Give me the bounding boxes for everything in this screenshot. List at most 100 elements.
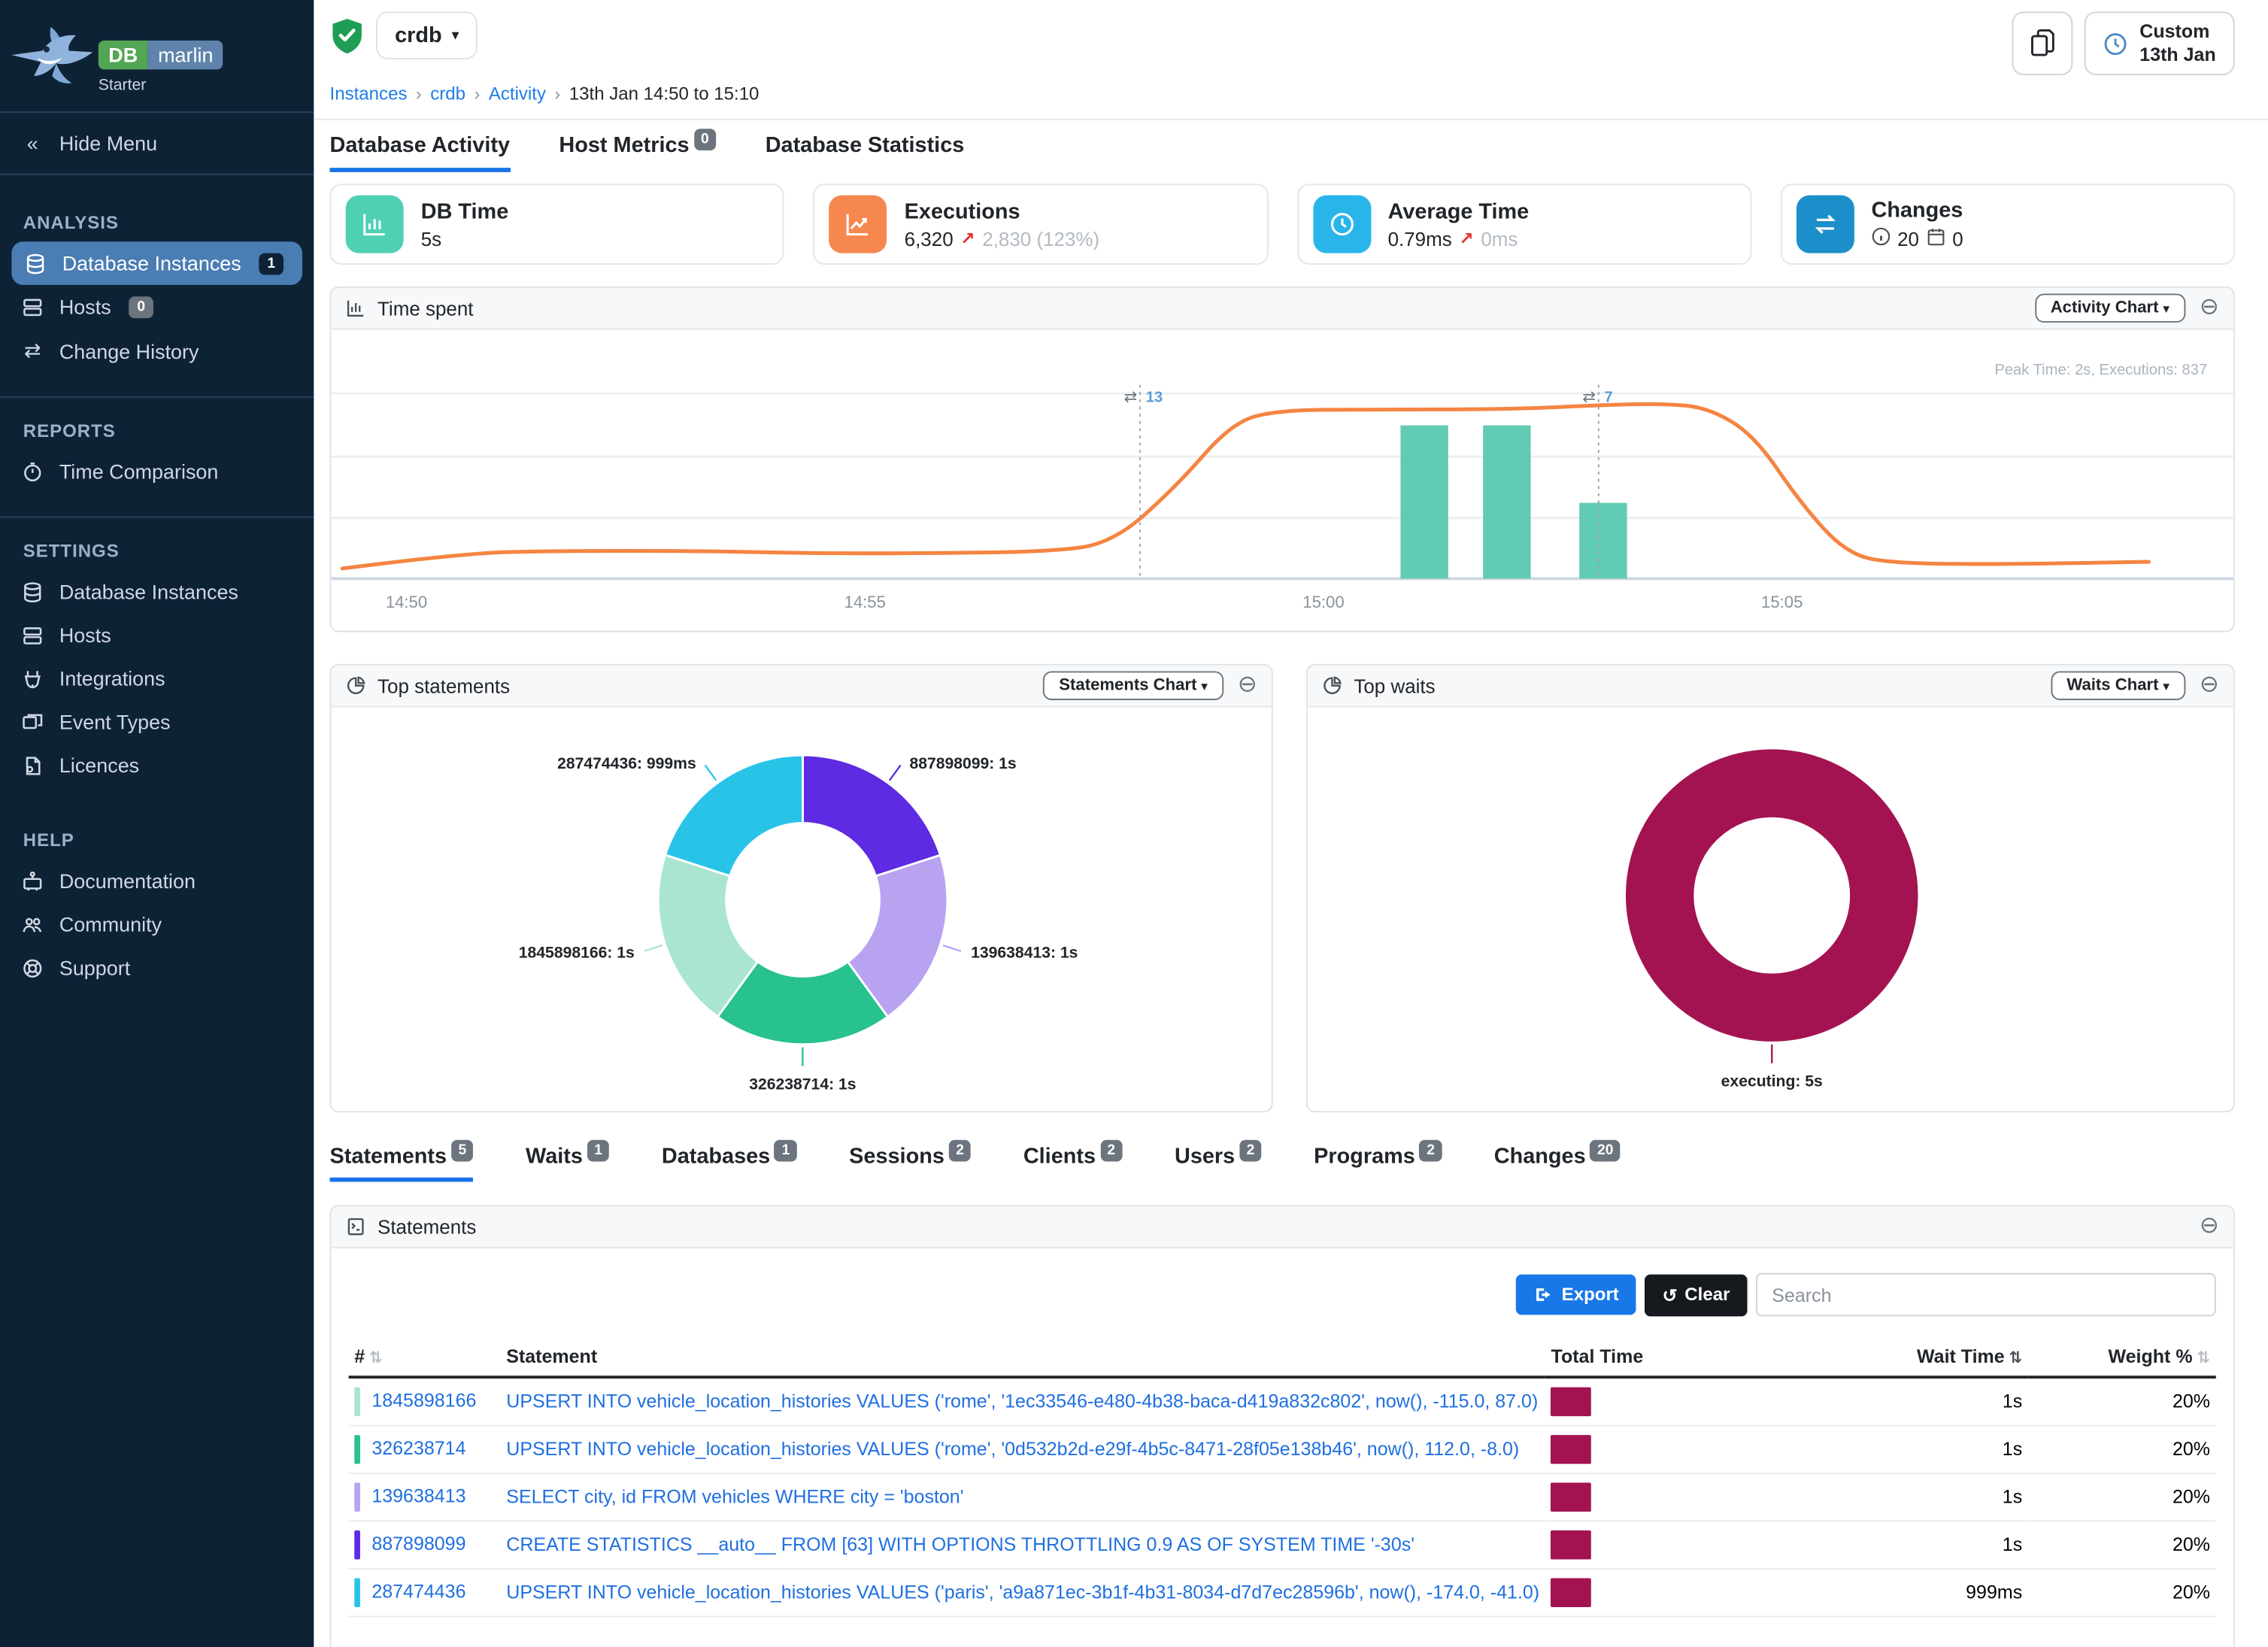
table-row: 326238714 UPSERT INTO vehicle_location_h… — [348, 1424, 2216, 1474]
wait-time-value: 1s — [1785, 1520, 2028, 1570]
tab-programs[interactable]: Programs 2 — [1314, 1139, 1442, 1181]
tab-statements[interactable]: Statements 5 — [329, 1139, 474, 1182]
statement-id-link[interactable]: 139638413 — [371, 1484, 466, 1506]
breadcrumb-activity[interactable]: Activity — [488, 83, 546, 105]
copy-link-button[interactable] — [2012, 11, 2073, 76]
chevrons-left-icon: « — [26, 132, 38, 155]
sidebar-item-settings-database-instances[interactable]: Database Instances — [0, 570, 314, 614]
wait-time-value: 1s — [1785, 1377, 2028, 1426]
statements-toolbar: Export ↺ Clear — [331, 1248, 2233, 1317]
sidebar-item-event-types[interactable]: Event Types — [0, 700, 314, 744]
sidebar-item-community[interactable]: Community — [0, 902, 314, 946]
col-header-id[interactable]: # ⇅ — [348, 1336, 501, 1379]
sidebar-item-time-comparison[interactable]: Time Comparison — [0, 450, 314, 493]
statement-text-link[interactable]: CREATE STATISTICS __auto__ FROM [63] WIT… — [506, 1533, 1415, 1555]
breadcrumb-instance[interactable]: crdb — [430, 83, 466, 105]
statement-list-icon — [347, 1218, 364, 1236]
tab-host-metrics[interactable]: Host Metrics 0 — [559, 129, 717, 172]
card-db-time: DB Time 5s — [329, 184, 785, 265]
clear-button[interactable]: ↺ Clear — [1645, 1273, 1748, 1316]
sidebar-item-database-instances[interactable]: Database Instances 1 — [11, 241, 303, 285]
tab-waits[interactable]: Waits 1 — [526, 1139, 610, 1181]
logo-db-badge: DB — [98, 40, 148, 70]
sidebar-item-hosts[interactable]: Hosts 0 — [0, 285, 314, 329]
time-range-button[interactable]: Custom 13th Jan — [2085, 11, 2235, 76]
host-metrics-badge: 0 — [693, 129, 717, 151]
statement-text-link[interactable]: UPSERT INTO vehicle_location_histories V… — [506, 1390, 1539, 1412]
search-input[interactable] — [1756, 1272, 2216, 1317]
db-time-value: 5s — [420, 227, 442, 250]
card-average-time: Average Time 0.79ms ↗ 0ms — [1296, 184, 1751, 265]
tab-databases[interactable]: Databases 1 — [662, 1139, 797, 1181]
tab-database-activity[interactable]: Database Activity — [329, 133, 511, 172]
swap-arrows-icon: ⇄ — [23, 338, 41, 362]
statement-id-link[interactable]: 887898099 — [371, 1531, 466, 1554]
top-statements-donut[interactable]: 887898099: 1s 139638413: 1s 326238714: 1s 1… — [331, 708, 1272, 1112]
tab-changes[interactable]: Changes 20 — [1494, 1139, 1621, 1181]
top-waits-donut[interactable]: executing: 5s — [1308, 708, 2235, 1112]
collapse-panel-icon[interactable]: ⊖ — [2199, 1213, 2219, 1239]
card-changes: Changes 20 0 — [1780, 184, 2235, 265]
life-ring-icon — [20, 957, 45, 978]
statement-text-link[interactable]: SELECT city, id FROM vehicles WHERE city… — [506, 1485, 964, 1508]
section-reports: REPORTS — [23, 420, 116, 441]
statements-chart-select[interactable]: Statements Chart ▾ — [1043, 671, 1223, 700]
col-header-statement[interactable]: Statement — [500, 1336, 1545, 1379]
chevron-down-icon: ▾ — [2163, 680, 2169, 693]
collapse-panel-icon[interactable]: ⊖ — [2199, 295, 2219, 320]
edition-label: Starter — [98, 76, 147, 95]
svg-text:887898099: 1s: 887898099: 1s — [909, 755, 1016, 772]
tab-clients[interactable]: Clients 2 — [1023, 1139, 1123, 1181]
collapse-panel-icon[interactable]: ⊖ — [1237, 672, 1257, 698]
main-content: crdb ▾ Custom 13th Jan — [314, 0, 2268, 1647]
statements-panel-header: Statements ⊖ — [331, 1206, 2233, 1248]
export-button[interactable]: Export — [1515, 1274, 1636, 1315]
sidebar-item-settings-hosts[interactable]: Hosts — [0, 614, 314, 657]
sidebar-item-support[interactable]: Support — [0, 946, 314, 990]
breadcrumb-instances[interactable]: Instances — [329, 83, 408, 105]
bar-chart-icon — [345, 195, 404, 253]
col-header-total-time[interactable]: Total Time — [1545, 1336, 1786, 1379]
col-header-wait-time[interactable]: Wait Time ⇅ — [1785, 1336, 2028, 1379]
statement-id-link[interactable]: 1845898166 — [371, 1388, 477, 1411]
weight-value: 20% — [2027, 1473, 2216, 1521]
instance-selector[interactable]: crdb ▾ — [376, 11, 478, 59]
svg-text:15:05: 15:05 — [1761, 593, 1803, 611]
waits-chart-select[interactable]: Waits Chart ▾ — [2051, 671, 2185, 700]
time-spent-chart[interactable]: 14:50 14:55 15:00 15:05 ⇄ 13 ⇄ 7 — [331, 330, 2233, 631]
statement-id-link[interactable]: 287474436 — [371, 1579, 466, 1602]
chart-icon — [347, 300, 364, 317]
sidebar-item-integrations[interactable]: Integrations — [0, 657, 314, 700]
tab-database-statistics[interactable]: Database Statistics — [765, 132, 965, 158]
sidebar-item-change-history[interactable]: ⇄ Change History — [0, 329, 314, 374]
col-header-weight[interactable]: Weight % ⇅ — [2027, 1336, 2216, 1379]
sidebar-item-documentation[interactable]: Documentation — [0, 860, 314, 903]
tab-sessions[interactable]: Sessions 2 — [849, 1139, 972, 1181]
activity-chart-select[interactable]: Activity Chart ▾ — [2034, 293, 2185, 323]
weight-value: 20% — [2027, 1424, 2216, 1474]
tab-users[interactable]: Users 2 — [1175, 1139, 1262, 1181]
top-statements-panel: Top statements Statements Chart ▾ ⊖ 8878… — [329, 663, 1273, 1113]
sidebar-item-licences[interactable]: Licences — [0, 744, 314, 787]
svg-text:1845898166: 1s: 1845898166: 1s — [519, 944, 635, 961]
svg-text:⇄: ⇄ — [1582, 389, 1596, 406]
statement-id-link[interactable]: 326238714 — [371, 1436, 466, 1458]
weight-value: 20% — [2027, 1520, 2216, 1570]
changes-event-count: 0 — [1952, 227, 1963, 250]
hide-menu-button[interactable]: « Hide Menu — [0, 122, 314, 165]
svg-text:139638413: 1s: 139638413: 1s — [971, 945, 1078, 962]
total-time-bar — [1551, 1482, 1592, 1512]
chart-peak-summary: Peak Time: 2s, Executions: 837 — [1994, 361, 2208, 379]
divider — [0, 516, 314, 518]
event-types-icon — [20, 711, 45, 733]
statement-color-chip — [354, 1530, 360, 1559]
chevron-down-icon: ▾ — [452, 27, 459, 42]
wait-time-value: 1s — [1785, 1473, 2028, 1521]
statement-text-link[interactable]: UPSERT INTO vehicle_location_histories V… — [506, 1437, 1520, 1460]
section-analysis: ANALYSIS — [23, 212, 119, 233]
statements-panel: Statements ⊖ Export ↺ Clear — [329, 1205, 2235, 1647]
executions-delta: 2,830 (123%) — [982, 227, 1100, 250]
server-icon — [20, 296, 45, 317]
statement-text-link[interactable]: UPSERT INTO vehicle_location_histories V… — [506, 1581, 1540, 1603]
collapse-panel-icon[interactable]: ⊖ — [2199, 672, 2219, 698]
